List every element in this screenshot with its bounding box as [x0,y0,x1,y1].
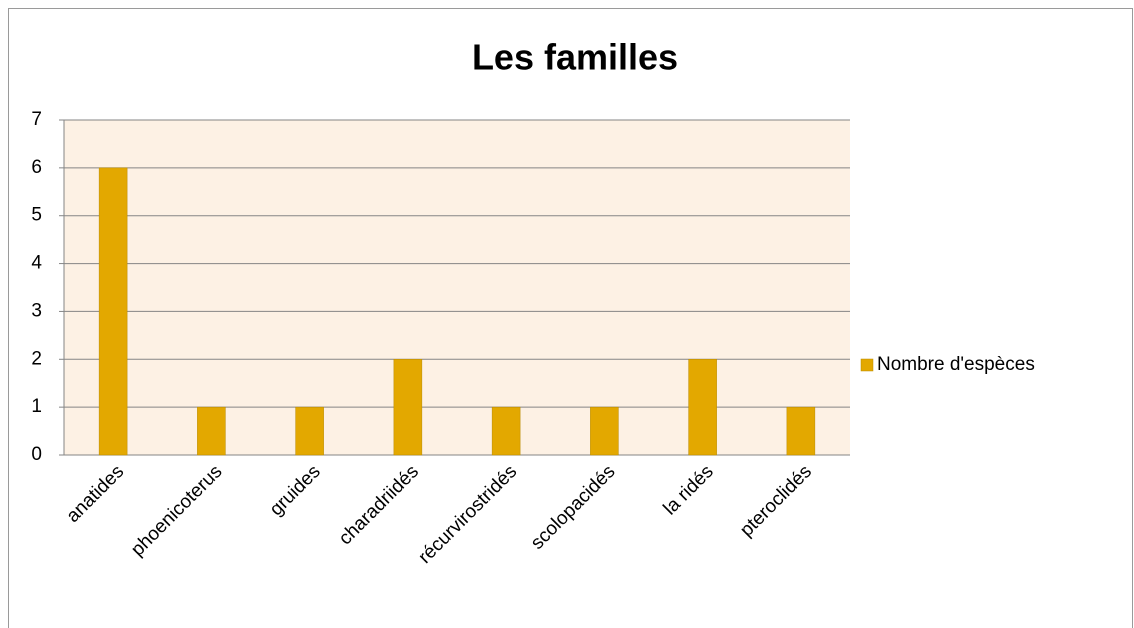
y-tick-label: 3 [31,300,42,321]
plot-area [64,120,850,455]
y-tick-label: 0 [31,444,42,465]
legend-swatch [860,358,874,372]
y-tick-label: 5 [31,205,42,226]
y-tick-label: 2 [31,348,42,369]
bar [197,406,226,456]
y-tick-label: 6 [31,157,42,178]
y-tick-label: 1 [31,396,42,417]
bar [590,406,619,456]
bar [393,359,423,456]
bar [786,406,816,456]
bar [491,406,521,456]
bar [688,359,717,456]
y-tick-label: 7 [31,109,42,130]
legend-label: Nombre d'espèces [877,354,1035,375]
bar [98,167,128,456]
bar [295,406,324,456]
y-tick-label: 4 [31,253,42,274]
chart-title: Les familles [472,37,678,78]
